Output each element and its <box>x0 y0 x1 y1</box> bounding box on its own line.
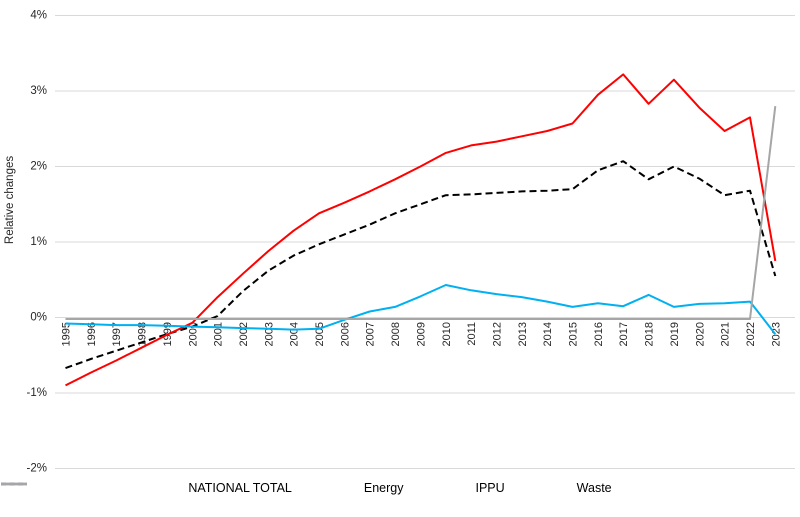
gridlines <box>55 15 795 469</box>
x-tick-label-2015: 2015 <box>568 322 580 346</box>
legend-item-waste[interactable]: Waste <box>1 481 612 495</box>
x-tick-label-2006: 2006 <box>339 322 351 346</box>
x-tick-label-2019: 2019 <box>669 322 681 346</box>
x-tick-label-2023: 2023 <box>770 322 782 346</box>
chart-legend: NATIONAL TOTAL Energy IPPU Waste <box>0 481 800 495</box>
x-tick-label-2013: 2013 <box>517 322 529 346</box>
legend-item-national-total[interactable]: NATIONAL TOTAL <box>1 481 292 495</box>
x-tick-label-2017: 2017 <box>618 322 630 346</box>
legend-label-ippu: IPPU <box>475 481 505 495</box>
x-tick-label-2008: 2008 <box>390 322 402 346</box>
x-tick-label-2005: 2005 <box>314 322 326 346</box>
x-tick-label-2020: 2020 <box>694 322 706 346</box>
x-tick-label-2021: 2021 <box>720 322 732 346</box>
legend-label-waste: Waste <box>576 481 612 495</box>
x-tick-label-2011: 2011 <box>466 322 478 346</box>
y-tick-label-1-: 1% <box>30 236 47 248</box>
y-tick-label-2-: 2% <box>30 161 47 173</box>
series-lines <box>65 73 777 387</box>
x-tick-label-2016: 2016 <box>593 322 605 346</box>
x-tick-label-2002: 2002 <box>238 322 250 346</box>
legend-item-energy[interactable]: Energy <box>1 481 404 495</box>
legend-label-energy: Energy <box>363 481 404 495</box>
x-tick-label-1998: 1998 <box>137 322 149 346</box>
x-tick-label-2003: 2003 <box>263 322 275 346</box>
legend-label-national-total: NATIONAL TOTAL <box>188 481 292 495</box>
series-line-ippu <box>65 284 777 335</box>
y-tick-label-3-: 3% <box>30 85 47 97</box>
y-axis-labels: 4% 3% 2% 1% 0% -1% -2% <box>27 10 47 475</box>
legend-item-ippu[interactable]: IPPU <box>1 481 505 495</box>
x-tick-label-2010: 2010 <box>441 322 453 346</box>
x-tick-label-2022: 2022 <box>745 322 757 346</box>
x-tick-label-2001: 2001 <box>213 322 225 346</box>
x-tick-label-1997: 1997 <box>111 322 123 346</box>
x-tick-label-2018: 2018 <box>644 322 656 346</box>
x-tick-label-2009: 2009 <box>415 322 427 346</box>
y-tick-label-0-: 0% <box>30 312 47 324</box>
y-tick-label--2-: -2% <box>27 463 47 475</box>
x-tick-label-1995: 1995 <box>61 322 73 346</box>
x-tick-label-2004: 2004 <box>289 322 301 346</box>
x-tick-label-2012: 2012 <box>491 322 503 346</box>
y-axis-title: Relative changes <box>4 156 16 244</box>
series-line-national-total <box>65 160 777 370</box>
y-tick-label--1-: -1% <box>27 387 47 399</box>
x-tick-label-2014: 2014 <box>542 322 554 346</box>
series-line-waste <box>65 105 777 320</box>
x-tick-label-1996: 1996 <box>86 322 98 346</box>
legend-marker-waste-icon <box>1 482 27 486</box>
x-tick-label-2007: 2007 <box>365 322 377 346</box>
y-tick-label-4-: 4% <box>30 10 47 22</box>
x-tick-label-2000: 2000 <box>187 322 199 346</box>
